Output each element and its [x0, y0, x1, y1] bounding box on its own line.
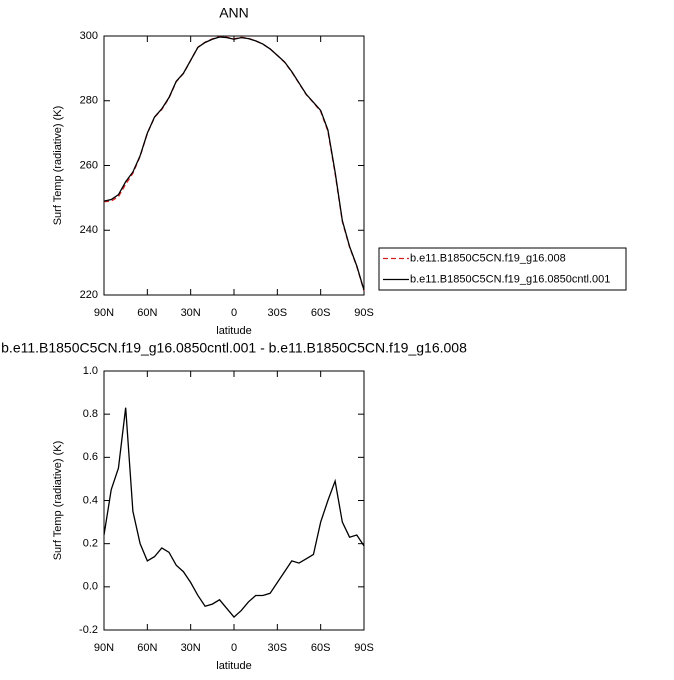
y-tick-label: -0.2: [79, 624, 98, 636]
x-tick-label: 0: [231, 307, 237, 319]
y-tick-label: 260: [80, 159, 98, 171]
plot-frame: [103, 370, 365, 631]
x-tick-label: 90S: [354, 642, 374, 654]
data-line: [103, 407, 365, 618]
legend-box: [378, 247, 627, 291]
y-tick-label: 280: [80, 95, 98, 107]
x-tick-label: 60N: [137, 307, 157, 319]
x-tick-label: 60S: [311, 307, 331, 319]
y-tick-label: 300: [80, 30, 98, 42]
x-tick-label: 60S: [311, 642, 331, 654]
y-axis-label: Surf Temp (radiative) (K): [52, 441, 64, 561]
y-axis-label: Surf Temp (radiative) (K): [52, 106, 64, 226]
x-tick-label: 90N: [94, 307, 114, 319]
y-tick-label: 0.4: [83, 494, 98, 506]
y-tick-label: 1.0: [83, 365, 98, 377]
x-tick-label: 90S: [354, 307, 374, 319]
y-tick-label: 220: [80, 289, 98, 301]
plot-frame: [103, 35, 365, 296]
y-tick-label: 0.6: [83, 451, 98, 463]
chart-title: ANN: [219, 5, 249, 21]
data-line: [103, 35, 365, 291]
y-tick-label: 0.8: [83, 408, 98, 420]
x-tick-label: 90N: [94, 642, 114, 654]
x-tick-label: 30S: [268, 642, 288, 654]
x-tick-label: 30S: [268, 307, 288, 319]
x-tick-label: 0: [231, 642, 237, 654]
y-tick-label: 240: [80, 224, 98, 236]
legend-label: b.e11.B1850C5CN.f19_g16.0850cntl.001: [410, 273, 610, 285]
legend-label: b.e11.B1850C5CN.f19_g16.008: [410, 252, 566, 264]
x-tick-label: 60N: [137, 642, 157, 654]
y-tick-label: 0.2: [83, 538, 98, 550]
x-tick-label: 30N: [181, 307, 201, 319]
x-axis-label: latitude: [216, 325, 251, 337]
x-tick-label: 30N: [181, 642, 201, 654]
data-line: [103, 36, 365, 291]
y-tick-label: 0.0: [83, 581, 98, 593]
chart-title: b.e11.B1850C5CN.f19_g16.0850cntl.001 - b…: [1, 340, 467, 356]
x-axis-label: latitude: [216, 660, 251, 672]
